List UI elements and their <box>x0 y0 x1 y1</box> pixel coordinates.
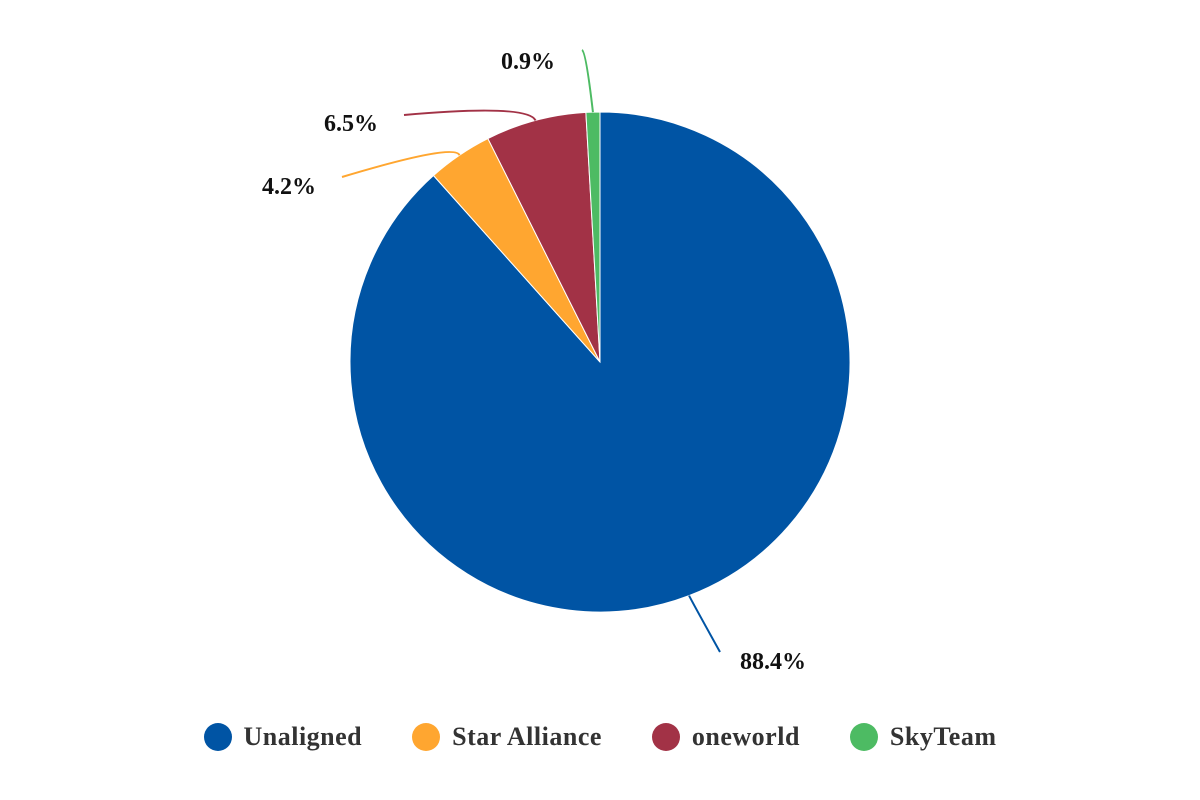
leader-line-skyteam <box>581 49 594 113</box>
slice-label-oneworld: 6.5% <box>324 111 378 137</box>
pie-slices <box>349 111 851 613</box>
legend-label: oneworld <box>691 722 800 751</box>
legend-item-oneworld[interactable]: oneworld <box>651 722 800 752</box>
pie-slice-skyteam[interactable] <box>585 111 601 363</box>
legend-item-star-alliance[interactable]: Star Alliance <box>412 722 602 752</box>
leader-line-oneworld <box>403 109 537 122</box>
slice-label-star-alliance: 4.2% <box>262 174 316 200</box>
legend-marker-icon <box>849 723 878 751</box>
legend-marker-icon <box>412 723 441 751</box>
legend-item-unaligned[interactable]: Unaligned <box>203 722 363 752</box>
slice-label-unaligned: 88.4% <box>740 649 806 675</box>
leader-line-star-alliance <box>341 151 461 178</box>
leader-line-unaligned <box>688 595 721 653</box>
slice-labels: 88.4% 4.2% 6.5% 0.9% <box>262 49 806 675</box>
legend: Unaligned Star Alliance oneworld SkyTeam <box>0 712 1200 762</box>
legend-label: Unaligned <box>243 722 363 751</box>
legend-label: Star Alliance <box>452 722 602 751</box>
legend-item-skyteam[interactable]: SkyTeam <box>849 722 997 752</box>
legend-marker-icon <box>203 723 232 751</box>
leader-lines <box>341 49 721 653</box>
legend-marker-icon <box>651 723 680 751</box>
slice-label-skyteam: 0.9% <box>501 49 555 75</box>
legend-label: SkyTeam <box>889 722 997 751</box>
